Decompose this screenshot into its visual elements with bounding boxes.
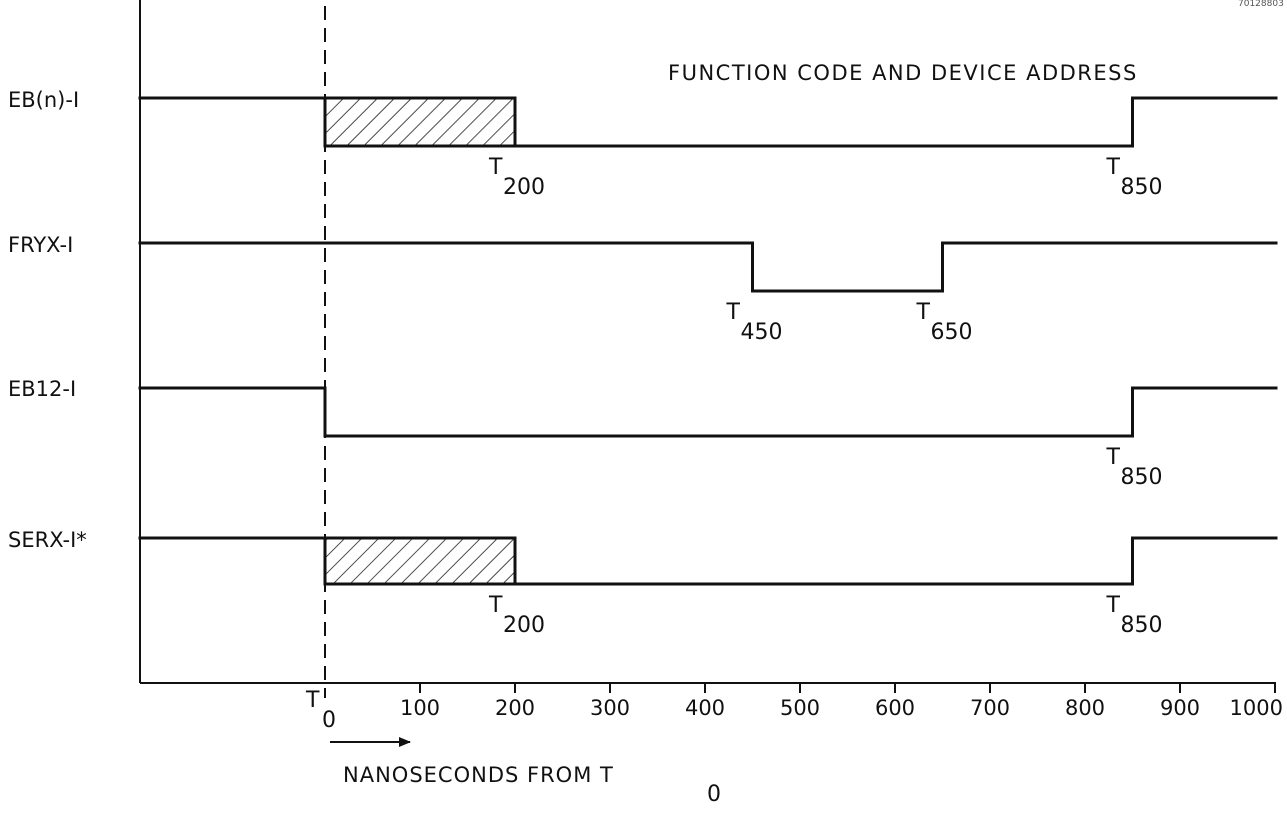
axis-caption: NANOSECONDS FROM T 0 (343, 763, 721, 807)
time-mark-sub: 850 (1121, 465, 1163, 490)
axis-tick-label: 300 (590, 696, 630, 720)
signal-label: EB12-I (8, 377, 76, 401)
time-mark-main: T (1106, 593, 1121, 618)
axis-tick-label: 100 (400, 696, 440, 720)
signal-waveform (138, 386, 1278, 438)
axis-tick-label: 500 (780, 696, 820, 720)
signal-label: FRYX-I (8, 233, 73, 257)
time-mark-main: T (916, 300, 931, 325)
signal-waveform (138, 96, 1278, 148)
time-mark-sub: 200 (503, 175, 545, 200)
header-text: FUNCTION CODE AND DEVICE ADDRESS (668, 61, 1138, 85)
time-mark-sub: 450 (741, 320, 783, 345)
signal-waveform (138, 536, 1278, 586)
undefined-state-region (323, 536, 517, 586)
signal-label: EB(n)-I (8, 88, 79, 112)
figure-code: 70128803 (1238, 0, 1284, 9)
time-mark-main: T (726, 300, 741, 325)
undefined-state-region (323, 96, 517, 148)
axis-tick-label: 600 (875, 696, 915, 720)
time-mark-main: T (488, 155, 503, 180)
time-mark-main: T (1106, 155, 1121, 180)
origin-label: T 0 (305, 688, 336, 733)
time-mark-sub: 650 (931, 320, 973, 345)
axis-tick-label: 400 (685, 696, 725, 720)
axis-tick-label: 900 (1160, 696, 1200, 720)
time-mark-sub: 850 (1121, 175, 1163, 200)
axis-tick-label: 200 (495, 696, 535, 720)
time-mark-main: T (1106, 445, 1121, 470)
signal-traces: EB(n)-IT200T850FRYX-IT450T650EB12-IT850S… (8, 88, 1278, 638)
signal-label: SERX-I* (8, 528, 87, 552)
axis-caption-sub: 0 (707, 782, 721, 807)
axis-tick-label: 700 (970, 696, 1010, 720)
origin-label-sub: 0 (322, 708, 336, 733)
time-mark-sub: 200 (503, 613, 545, 638)
axis-tick-label: 1000 (1230, 696, 1283, 720)
signal-waveform (138, 241, 1278, 293)
time-mark-main: T (488, 593, 503, 618)
time-mark-sub: 850 (1121, 613, 1163, 638)
axis-tick-label: 800 (1065, 696, 1105, 720)
time-axis-ticks: 100 200 300 400 500 600 700 800 900 1000 (400, 683, 1283, 720)
axis-caption-main: NANOSECONDS FROM T (343, 763, 614, 787)
origin-label-main: T (305, 688, 320, 713)
